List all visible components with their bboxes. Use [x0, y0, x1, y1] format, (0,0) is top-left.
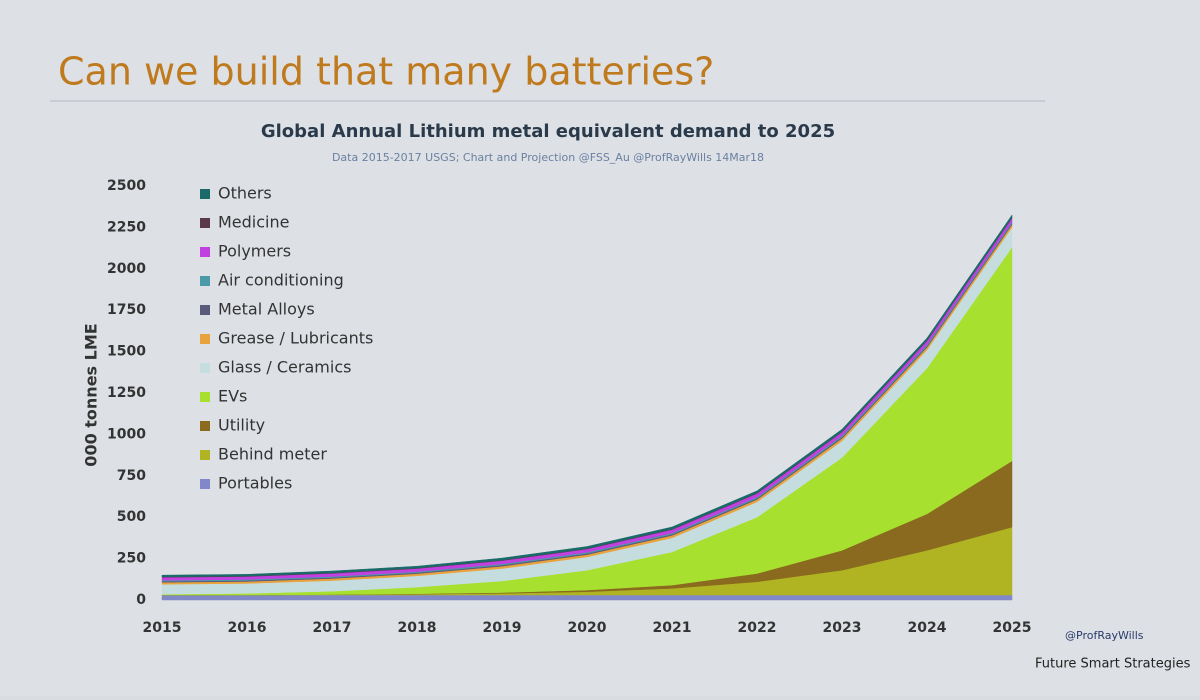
chart-title: Global Annual Lithium metal equivalent d… — [261, 121, 835, 142]
legend-swatch — [200, 392, 210, 402]
y-tick-label: 1250 — [107, 385, 146, 401]
legend-label: Medicine — [218, 213, 289, 232]
x-tick-label: 2016 — [228, 620, 267, 636]
legend-swatch — [200, 218, 210, 228]
plot: 0 250 500 750 1000 1250 1500 1750 2000 2250 2500 20… — [107, 178, 1031, 636]
x-tick-label: 2020 — [568, 620, 607, 636]
legend-label: Portables — [218, 474, 292, 493]
area — [161, 214, 1013, 578]
slide-title: Can we build that many batteries? — [58, 50, 714, 94]
legend-label: EVs — [218, 387, 247, 406]
legend-label: Others — [218, 184, 272, 203]
x-tick-label: 2024 — [908, 620, 947, 636]
x-tick-label: 2019 — [483, 620, 522, 636]
legend-label: Utility — [218, 416, 265, 435]
x-tick-label: 2023 — [823, 620, 862, 636]
y-tick-label: 2250 — [107, 219, 146, 235]
legend-swatch — [200, 363, 210, 373]
y-tick-label: 1500 — [107, 344, 146, 360]
x-tick-label: 2017 — [313, 620, 352, 636]
legend-swatch — [200, 276, 210, 286]
footer-company: Future Smart Strategies — [1035, 657, 1191, 672]
y-axis-label: 000 tonnes LME — [82, 323, 101, 466]
legend-swatch — [200, 450, 210, 460]
x-tick-label: 2021 — [653, 620, 692, 636]
x-tick-label: 2022 — [738, 620, 777, 636]
legend-label: Air conditioning — [218, 271, 344, 290]
legend-label: Polymers — [218, 242, 291, 261]
legend-swatch — [200, 305, 210, 315]
area — [161, 594, 1013, 601]
chart-subtitle: Data 2015-2017 USGS; Chart and Projectio… — [332, 151, 764, 164]
legend-swatch — [200, 334, 210, 344]
y-tick-label: 1000 — [107, 426, 146, 442]
legend-label: Grease / Lubricants — [218, 329, 373, 348]
legend-swatch — [200, 479, 210, 489]
legend-label: Glass / Ceramics — [218, 358, 351, 377]
footer-handle: @ProfRayWills — [1065, 629, 1144, 642]
y-tick-label: 2500 — [107, 178, 146, 194]
x-tick-label: 2025 — [993, 620, 1032, 636]
y-tick-label: 0 — [136, 592, 146, 608]
x-tick-label: 2015 — [143, 620, 182, 636]
y-tick-label: 750 — [117, 468, 146, 484]
legend-label: Behind meter — [218, 445, 327, 464]
legend-label: Metal Alloys — [218, 300, 315, 319]
y-tick-label: 500 — [117, 509, 146, 525]
x-tick-label: 2018 — [398, 620, 437, 636]
y-tick-label: 1750 — [107, 302, 146, 318]
y-tick-label: 250 — [117, 551, 146, 567]
legend-swatch — [200, 189, 210, 199]
legend-swatch — [200, 421, 210, 431]
legend-swatch — [200, 247, 210, 257]
y-tick-label: 2000 — [107, 261, 146, 277]
